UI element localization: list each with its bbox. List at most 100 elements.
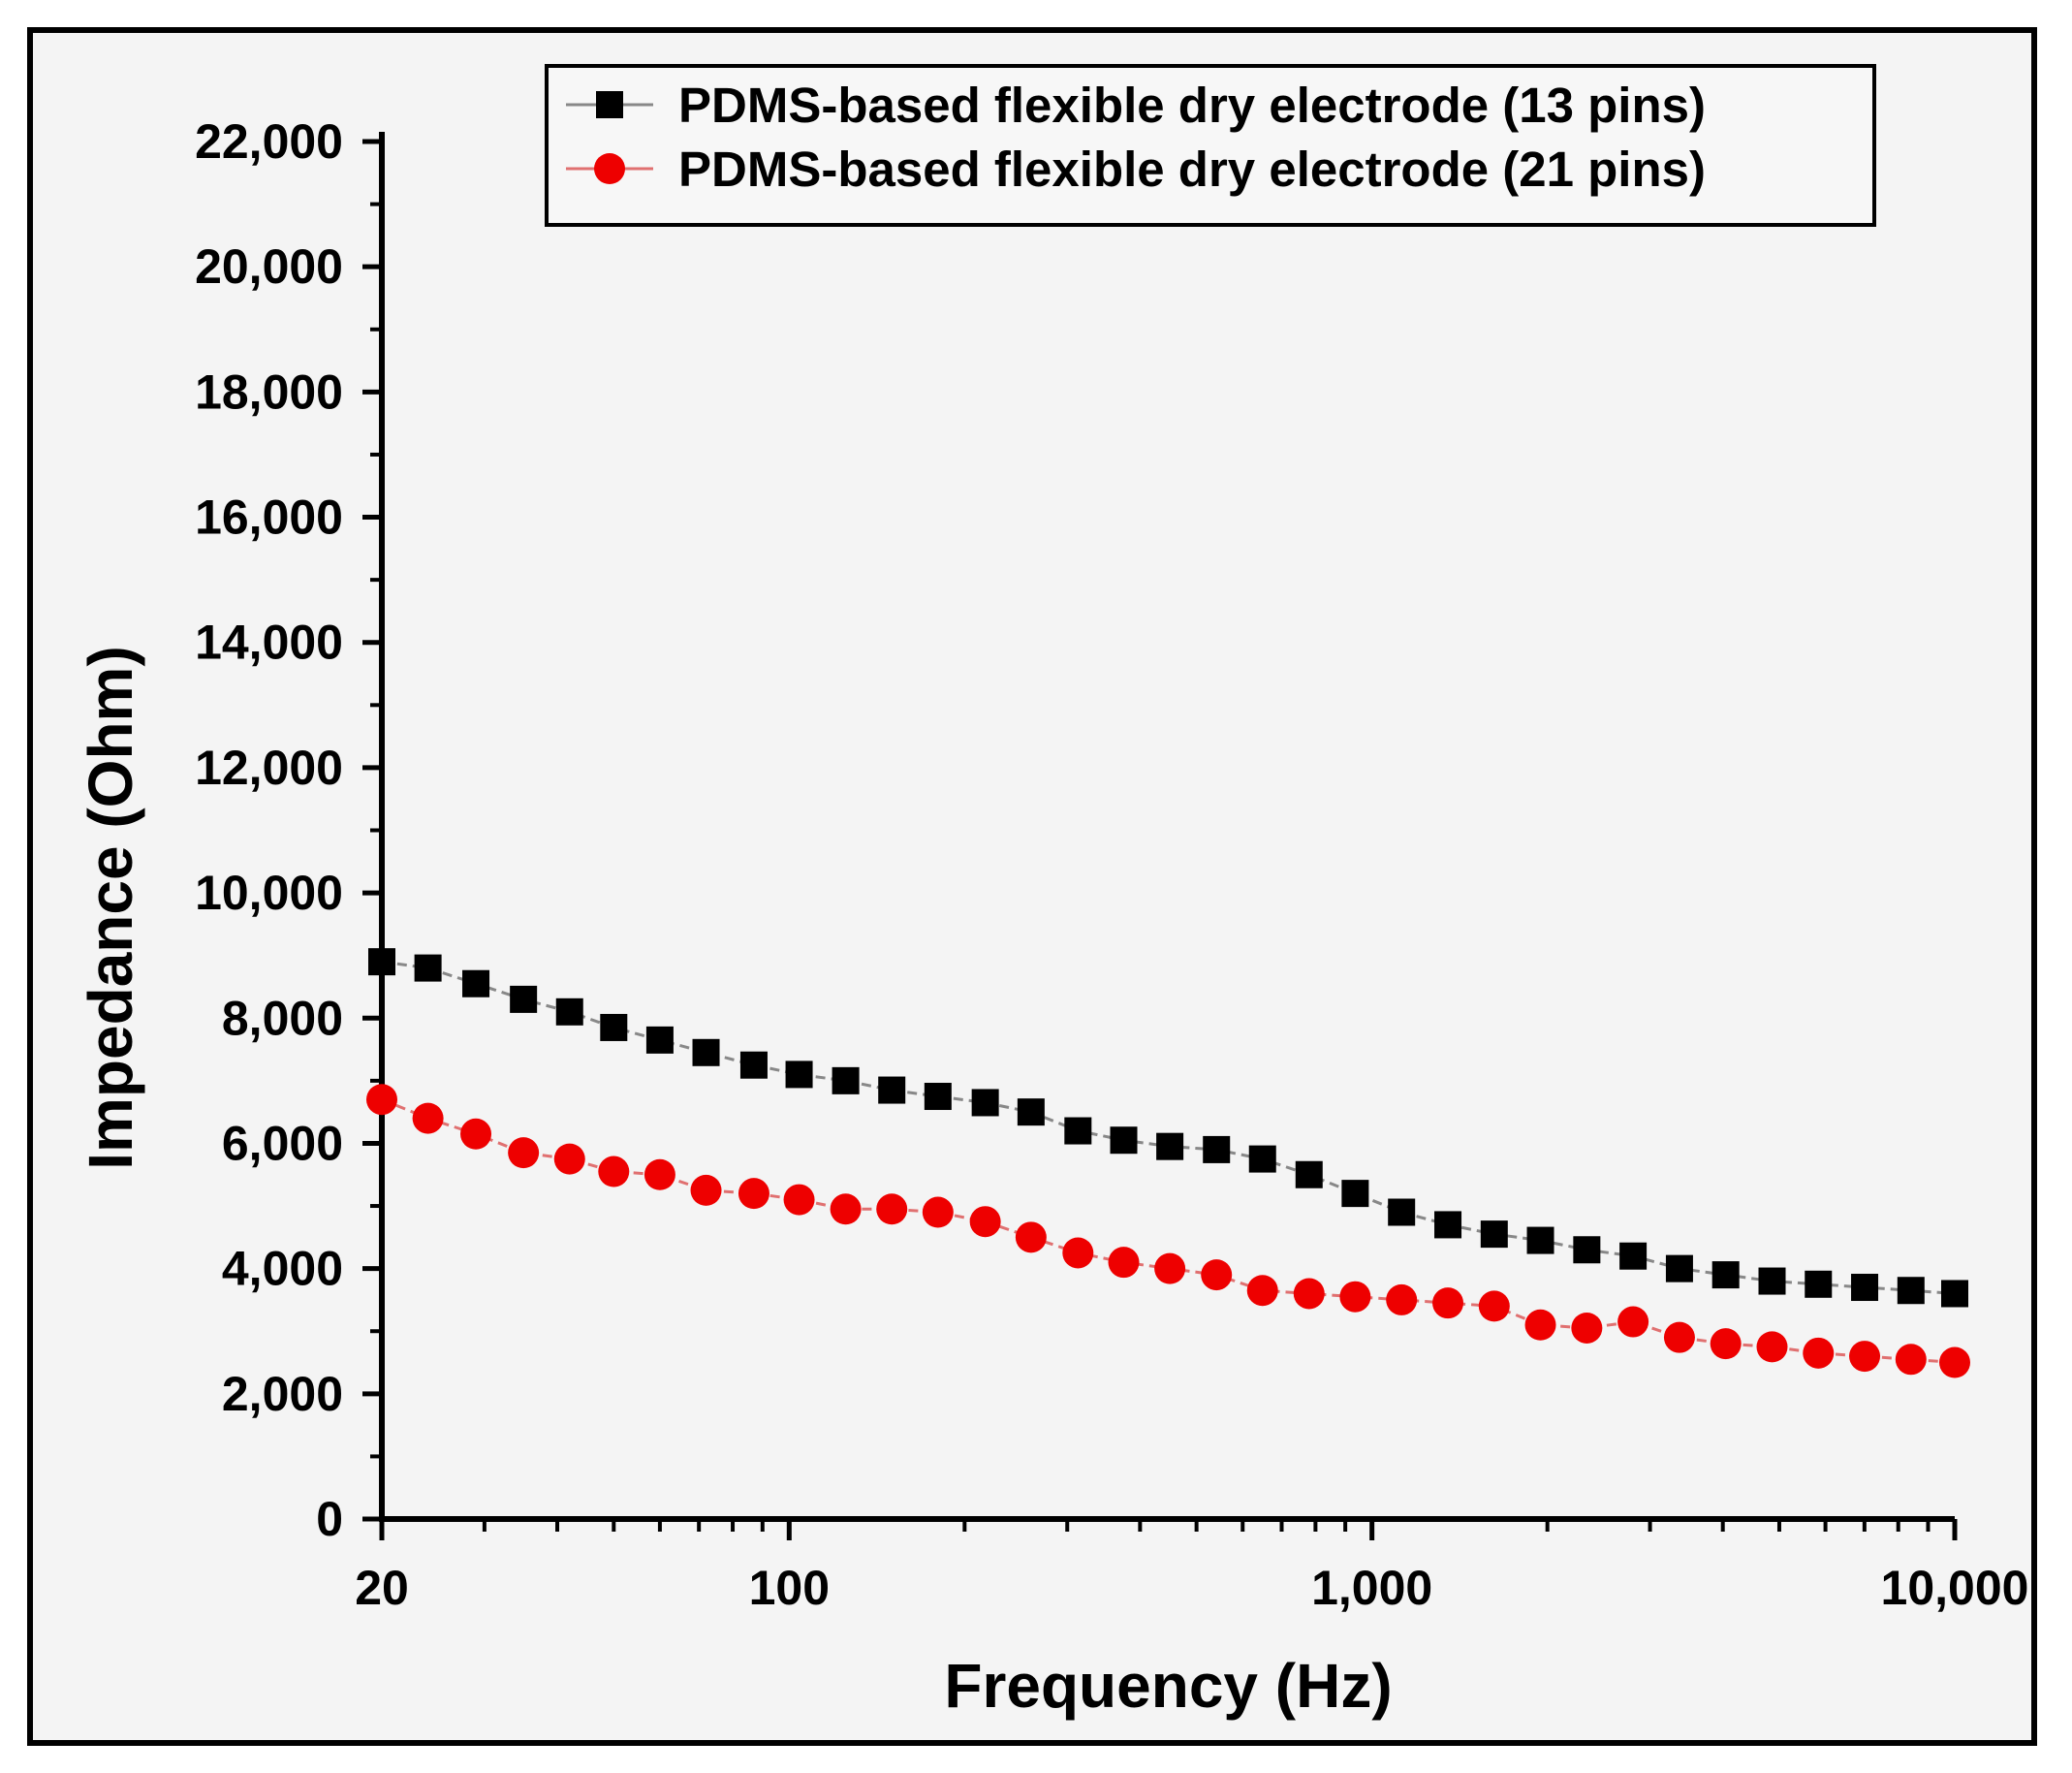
data-point-square	[971, 1089, 999, 1117]
data-point-square	[1110, 1126, 1138, 1155]
x-tick-label: 10,000	[1881, 1561, 2029, 1615]
data-point-circle	[830, 1193, 862, 1225]
data-point-circle	[1849, 1341, 1881, 1373]
axes: 0 2,000 4,000 6,000 8,000 10,000 12,000 14,000 1…	[195, 114, 2028, 1615]
y-tick-label: 18,000	[195, 364, 343, 419]
y-tick-label: 12,000	[195, 741, 343, 795]
data-point-square	[600, 1013, 628, 1041]
data-point-square	[878, 1076, 906, 1104]
data-point-square	[1295, 1160, 1323, 1188]
data-point-square	[1758, 1267, 1786, 1295]
y-tick-label: 8,000	[222, 991, 343, 1045]
legend-marker-square	[596, 91, 623, 118]
data-point-circle	[876, 1193, 908, 1225]
data-point-square	[1805, 1270, 1833, 1298]
data-point-circle	[508, 1137, 540, 1169]
y-tick-label: 4,000	[222, 1242, 343, 1296]
data-point-circle	[598, 1156, 630, 1187]
y-tick-label: 14,000	[195, 616, 343, 670]
data-point-square	[1665, 1254, 1693, 1282]
data-point-circle	[1710, 1328, 1742, 1360]
data-point-square	[1573, 1236, 1601, 1264]
data-point-square	[1480, 1220, 1508, 1249]
data-point-square	[832, 1066, 860, 1094]
data-point-square	[1156, 1132, 1184, 1160]
data-point-circle	[1939, 1346, 1970, 1378]
y-axis-title: Impedance (Ohm)	[76, 646, 145, 1170]
data-point-square	[555, 997, 583, 1026]
legend-box	[545, 64, 1876, 227]
data-point-square	[1203, 1135, 1231, 1163]
data-point-circle	[1571, 1312, 1603, 1344]
data-point-square	[462, 969, 490, 997]
data-point-square	[1434, 1211, 1462, 1239]
data-point-square	[785, 1061, 813, 1089]
x-tick-label: 100	[749, 1561, 830, 1615]
data-point-circle	[1154, 1252, 1186, 1284]
y-tick-label: 6,000	[222, 1116, 343, 1170]
x-tick-label: 1,000	[1311, 1561, 1432, 1615]
y-tick-label: 0	[316, 1492, 343, 1546]
data-point-square	[1341, 1180, 1369, 1208]
data-point-square	[414, 954, 442, 982]
x-axis-title: Frequency (Hz)	[944, 1651, 1392, 1721]
data-point-circle	[1015, 1221, 1047, 1253]
data-point-circle	[1201, 1259, 1233, 1291]
data-point-square	[1248, 1145, 1276, 1173]
data-point-circle	[460, 1118, 492, 1150]
data-point-circle	[738, 1178, 769, 1210]
data-point-circle	[1432, 1287, 1464, 1319]
data-point-circle	[1339, 1281, 1371, 1313]
data-point-circle	[553, 1143, 585, 1175]
y-tick-label: 16,000	[195, 491, 343, 545]
data-point-square	[368, 948, 395, 976]
data-point-circle	[969, 1206, 1001, 1238]
data-point-circle	[412, 1102, 444, 1134]
data-point-square	[1897, 1277, 1925, 1305]
series-layer	[366, 948, 1970, 1378]
chart-frame: 0 2,000 4,000 6,000 8,000 10,000 12,000 14,000 1…	[27, 27, 2037, 1746]
data-point-circle	[690, 1174, 722, 1206]
data-point-square	[1017, 1098, 1045, 1126]
y-tick-label: 10,000	[195, 866, 343, 920]
data-point-circle	[1524, 1309, 1556, 1341]
data-point-square	[1941, 1280, 1968, 1308]
data-point-circle	[644, 1158, 675, 1190]
data-point-square	[1526, 1226, 1554, 1254]
series-2	[366, 1084, 1970, 1378]
data-point-circle	[1293, 1278, 1325, 1310]
data-point-square	[1619, 1242, 1648, 1270]
x-tick-label: 20	[355, 1561, 409, 1615]
data-point-square	[645, 1026, 674, 1054]
legend-label: PDMS-based flexible dry electrode (21 pi…	[678, 142, 1706, 197]
data-point-circle	[1663, 1321, 1695, 1353]
data-point-square	[692, 1038, 720, 1066]
y-tick-label: 22,000	[195, 114, 343, 169]
series-line	[381, 960, 1956, 1295]
data-point-square	[510, 985, 538, 1013]
data-point-circle	[366, 1084, 397, 1116]
legend-marker-circle	[594, 153, 625, 184]
y-tick-label: 2,000	[222, 1367, 343, 1421]
data-point-circle	[1617, 1306, 1649, 1338]
data-point-circle	[1062, 1237, 1094, 1269]
data-point-circle	[1246, 1275, 1278, 1307]
data-point-circle	[1803, 1337, 1835, 1369]
series-1	[368, 948, 1968, 1308]
data-point-circle	[1478, 1290, 1510, 1322]
data-point-circle	[922, 1196, 954, 1228]
impedance-chart: 0 2,000 4,000 6,000 8,000 10,000 12,000 14,000 1…	[76, 64, 2028, 1721]
legend-label: PDMS-based flexible dry electrode (13 pi…	[678, 78, 1706, 133]
data-point-square	[1064, 1117, 1092, 1145]
data-point-circle	[1895, 1344, 1927, 1376]
data-point-square	[1851, 1274, 1879, 1302]
data-point-circle	[1386, 1283, 1418, 1315]
y-tick-label: 20,000	[195, 239, 343, 294]
legend: PDMS-based flexible dry electrode (13 pi…	[545, 64, 1876, 227]
data-point-square	[1711, 1261, 1740, 1289]
data-point-circle	[783, 1184, 815, 1216]
data-point-square	[739, 1051, 768, 1079]
data-point-circle	[1756, 1331, 1788, 1363]
data-point-square	[924, 1083, 952, 1111]
data-point-circle	[1108, 1247, 1140, 1279]
